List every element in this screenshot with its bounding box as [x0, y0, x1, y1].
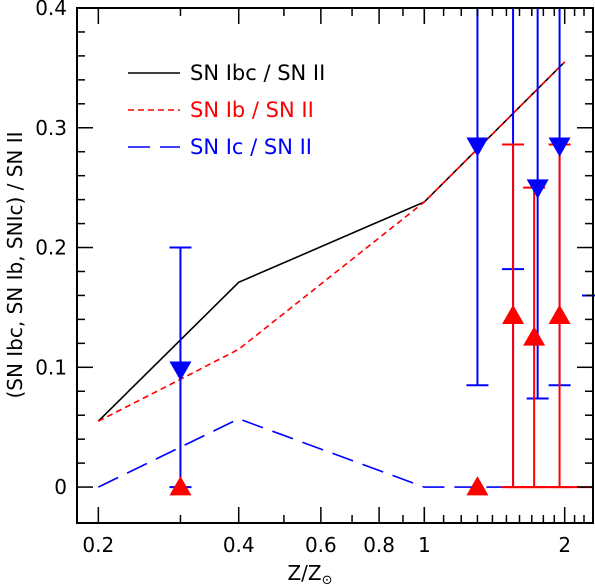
sn-ic-marker-2	[466, 137, 489, 157]
y-tick-label-4: 0.3	[35, 116, 67, 140]
sn-ic-marker-3	[526, 179, 549, 199]
y-tick-label-2: 0.1	[35, 355, 67, 379]
legend-label-3: SN Ic / SN II	[190, 135, 312, 159]
y-tick-label-3: 0.2	[35, 236, 67, 260]
legend: SN Ibc / SN II SN Ib / SN II SN Ic / SN II	[128, 61, 325, 159]
sn-ic-marker-1	[169, 361, 192, 381]
sn-ib-marker-5	[548, 304, 571, 325]
x-tick-label-4: 0.8	[363, 533, 395, 557]
plot-frame	[76, 7, 594, 524]
y-tick-label-1: 0	[54, 475, 67, 499]
legend-label-1: SN Ibc / SN II	[190, 61, 325, 85]
sn-ic-marker-4	[548, 137, 571, 157]
plot-area	[97, 8, 595, 496]
axes: 0.2 0.4 0.6 0.8 1 2 0 0.1 0.2 0.3 0.4	[35, 0, 594, 557]
series-line-1	[97, 61, 566, 422]
sn-ib-marker-2	[466, 476, 489, 496]
x-axis-label-subscript: ⊙	[322, 573, 333, 586]
x-axis-label: Z/Z⊙	[287, 561, 332, 586]
x-tick-label-3: 0.6	[305, 533, 337, 557]
sn-ib-marker-3	[502, 304, 525, 325]
legend-label-2: SN Ib / SN II	[190, 98, 314, 122]
x-tick-label-5: 1	[418, 533, 431, 557]
sn-ib-marker-1	[169, 476, 192, 496]
y-tick-label-5: 0.4	[35, 0, 67, 20]
series-line-3	[97, 417, 565, 488]
sn-ib-marker-4	[523, 326, 546, 346]
x-tick-label-2: 0.4	[223, 533, 255, 557]
series-line-2	[97, 61, 566, 422]
y-axis-label: (SN Ibc, SN Ib, SNIc) / SN II	[3, 131, 27, 398]
x-tick-label-1: 0.2	[82, 533, 114, 557]
x-tick-label-6: 2	[558, 533, 571, 557]
